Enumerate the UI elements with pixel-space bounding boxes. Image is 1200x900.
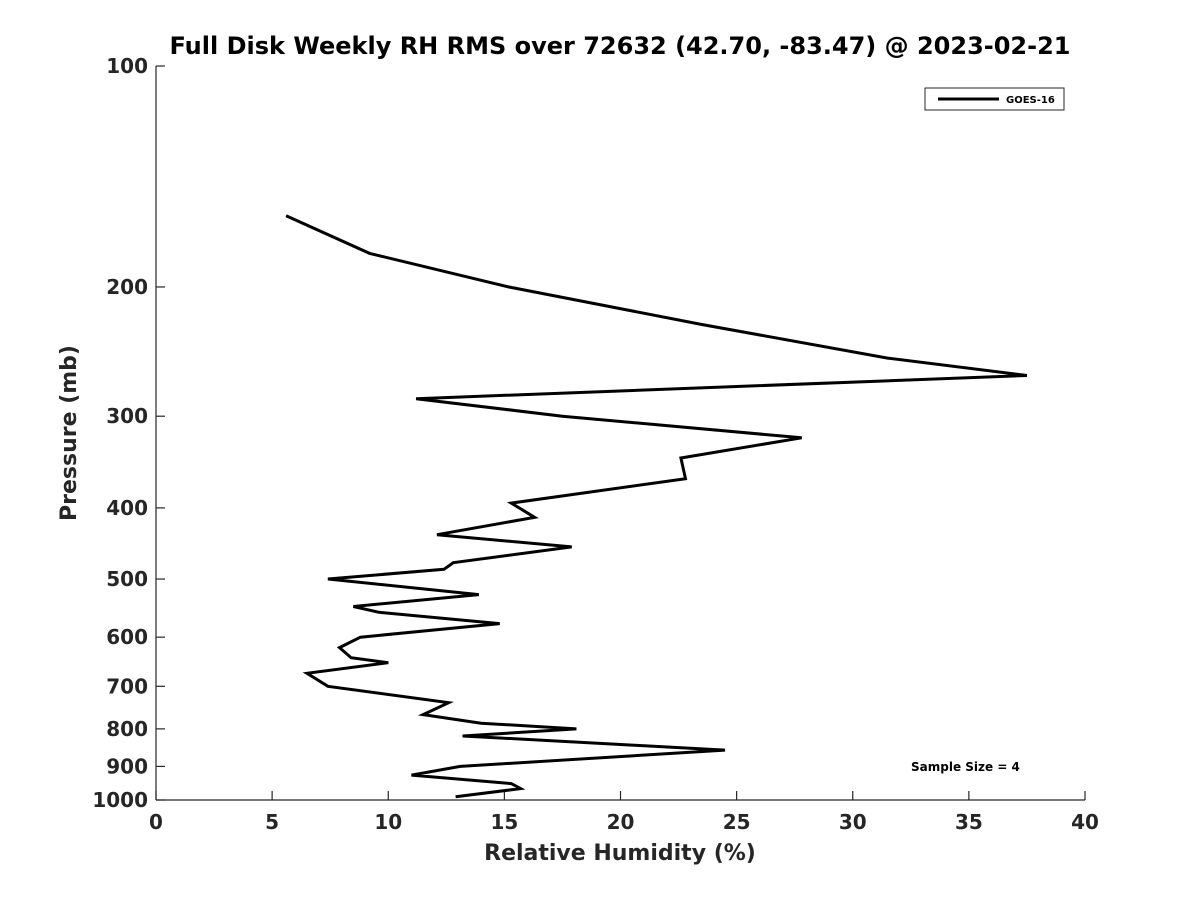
y-tick-label: 900 <box>106 754 148 778</box>
x-ticks: 0 5 10 15 20 25 30 35 40 <box>149 791 1099 834</box>
y-tick-label: 600 <box>106 625 148 649</box>
y-tick-label: 400 <box>106 496 148 520</box>
x-tick-label: 40 <box>1071 810 1099 834</box>
x-tick-label: 35 <box>955 810 983 834</box>
series-line-goes-16 <box>285 214 1028 799</box>
y-tick-label: 200 <box>106 275 148 299</box>
y-tick-label: 100 <box>106 54 148 78</box>
y-tick-label: 700 <box>106 674 148 698</box>
x-tick-label: 0 <box>149 810 163 834</box>
y-tick-label: 300 <box>106 404 148 428</box>
x-axis-label: Relative Humidity (%) <box>484 841 756 866</box>
y-ticks: 100 200 300 400 500 600 700 800 900 1000 <box>92 54 165 812</box>
x-tick-label: 5 <box>265 810 279 834</box>
x-tick-label: 20 <box>607 810 635 834</box>
chart-title: Full Disk Weekly RH RMS over 72632 (42.7… <box>169 32 1070 60</box>
sample-size-annotation: Sample Size = 4 <box>911 760 1020 774</box>
x-tick-label: 25 <box>723 810 751 834</box>
y-tick-label: 800 <box>106 717 148 741</box>
x-tick-label: 30 <box>839 810 867 834</box>
y-tick-label: 500 <box>106 567 148 591</box>
y-tick-label: 1000 <box>92 788 148 812</box>
legend-label-goes-16: GOES-16 <box>1006 95 1055 106</box>
plot-axes <box>155 66 1085 801</box>
x-tick-label: 10 <box>374 810 402 834</box>
x-tick-label: 15 <box>490 810 518 834</box>
series-layer <box>285 214 1028 799</box>
legend: GOES-16 <box>924 87 1065 111</box>
y-axis-label: Pressure (mb) <box>57 345 82 521</box>
